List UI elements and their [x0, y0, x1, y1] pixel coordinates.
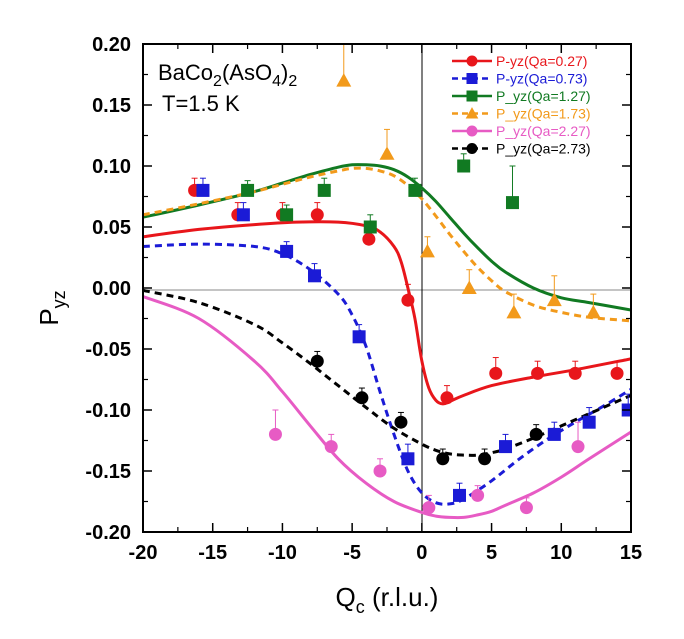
y-tick-label: 0.00: [92, 278, 131, 300]
data-point-4: [422, 501, 436, 515]
legend: P-yz(Qa=0.27) P-yz(Qa=0.73)P_yz(Qa=1.27) P…: [452, 53, 591, 157]
data-point-0: [489, 366, 503, 380]
data-point-0: [531, 366, 545, 380]
y-tick-label: 0.15: [92, 95, 131, 117]
fit-curve-4: [143, 295, 631, 520]
data-point-1: [401, 452, 415, 466]
data-point-1: [582, 415, 596, 429]
y-tick-label: -0.20: [85, 522, 131, 544]
data-point-4: [519, 501, 533, 515]
compound-annotation: BaCo2(AsO4)2: [158, 60, 297, 90]
data-point-5: [355, 391, 369, 405]
data-point-4: [324, 440, 338, 454]
data-point-3: [419, 243, 435, 258]
data-point-2: [280, 208, 294, 222]
legend-marker: [465, 107, 479, 119]
x-tick-label: -20: [129, 542, 158, 564]
legend-label: P_yz(Qa=2.73): [496, 141, 591, 157]
y-axis-title: Pyz: [34, 290, 69, 325]
data-point-5: [478, 452, 492, 466]
x-tick-labels: -20 -15 -10 -5 0 5 10 15: [129, 542, 643, 564]
legend-label: P_yz(Qa=1.73): [496, 106, 591, 122]
fit-curve-3: [143, 166, 631, 323]
y-tick-label: -0.05: [85, 339, 131, 361]
data-point-2: [457, 159, 471, 173]
x-tick-label: -15: [198, 542, 227, 564]
data-point-1: [547, 427, 561, 441]
y-tick-labels: -0.20 -0.15 -0.10 -0.05 0.00 0.05 0.10 0.15 0.20: [85, 34, 131, 544]
data-point-1: [280, 244, 294, 258]
legend-label: P-yz(Qa=0.73): [496, 71, 587, 87]
data-point-1: [307, 269, 321, 283]
y-tick-label: 0.20: [92, 34, 131, 56]
data-point-5: [529, 427, 543, 441]
axis-ticks: [142, 43, 632, 533]
x-axis-title: Qc (r.l.u.): [336, 582, 439, 617]
data-point-1: [236, 208, 250, 222]
data-point-0: [362, 232, 376, 246]
x-tick-label: -10: [268, 542, 297, 564]
legend-marker: [466, 73, 478, 84]
data-point-4: [471, 488, 485, 502]
data-point-2: [408, 183, 422, 197]
data-point-3: [585, 304, 601, 319]
legend-label: P_yz(Qa=2.27): [496, 123, 591, 139]
data-point-2: [505, 196, 519, 210]
data-point-5: [394, 415, 408, 429]
legend-marker: [466, 90, 478, 102]
fit-curve-5: [143, 288, 631, 457]
legend-marker: [466, 143, 478, 154]
data-point-4: [373, 464, 387, 478]
temperature-annotation: T=1.5 K: [162, 91, 240, 116]
data-point-3: [506, 304, 522, 319]
fit-curves: [143, 163, 631, 520]
data-point-3: [379, 146, 395, 160]
data-point-4: [571, 440, 585, 454]
data-point-0: [568, 366, 582, 380]
data-point-1: [499, 440, 513, 454]
x-tick-label: -5: [343, 542, 361, 564]
data-point-1: [196, 183, 210, 197]
fit-curve-0: [143, 220, 631, 406]
x-tick-label: 15: [620, 542, 642, 564]
x-tick-label: 0: [416, 542, 427, 564]
legend-label: P-yz(Qa=0.27): [496, 53, 587, 69]
x-tick-label: 5: [486, 542, 497, 564]
legend-label: P_yz(Qa=1.27): [496, 88, 591, 104]
data-point-2: [317, 183, 331, 197]
data-point-0: [440, 391, 454, 405]
y-tick-label: 0.05: [92, 217, 131, 239]
data-point-5: [310, 354, 324, 368]
legend-marker: [466, 55, 478, 67]
data-point-1: [352, 330, 366, 344]
data-point-0: [401, 293, 415, 307]
y-tick-label: -0.15: [85, 461, 131, 483]
data-point-3: [461, 280, 477, 294]
y-tick-label: 0.10: [92, 156, 131, 178]
y-tick-label: -0.10: [85, 400, 131, 422]
data-point-2: [363, 220, 377, 234]
data-point-4: [268, 427, 282, 441]
data-point-2: [241, 183, 255, 197]
legend-marker: [466, 125, 478, 137]
data-point-1: [453, 488, 467, 502]
x-tick-label: 10: [550, 542, 572, 564]
data-point-0: [310, 208, 324, 222]
data-point-5: [436, 452, 450, 466]
data-point-3: [546, 292, 562, 307]
data-point-0: [610, 366, 624, 380]
data-point-3: [336, 73, 352, 87]
data-markers: [188, 73, 631, 515]
